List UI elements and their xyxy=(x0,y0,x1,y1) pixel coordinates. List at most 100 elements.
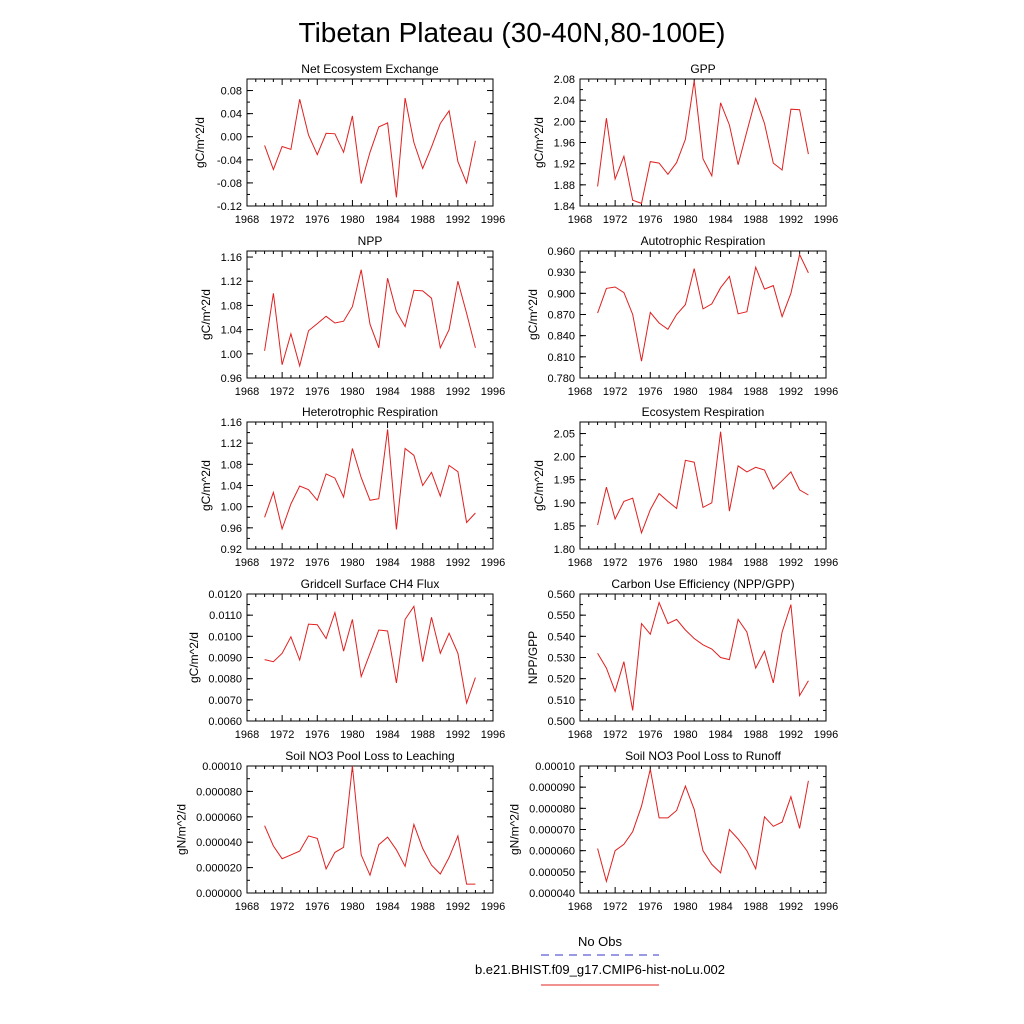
series-line-0 xyxy=(597,769,809,884)
y-tick-label: 0.000020 xyxy=(196,863,242,875)
y-tick-label: 0.530 xyxy=(547,653,575,665)
x-tick-label: 1988 xyxy=(743,214,767,226)
series-line-0 xyxy=(264,97,476,198)
x-tick-label: 1968 xyxy=(235,901,259,913)
y-tick-label: 0.0100 xyxy=(208,631,242,643)
panel-title: Autotrophic Respiration xyxy=(641,234,766,248)
x-tick-label: 1980 xyxy=(673,214,697,226)
chart-panel-4: Heterotrophic Respiration 1968 1972 1976 198… xyxy=(199,405,505,569)
y-tick-label: 1.92 xyxy=(554,159,575,171)
chart-panel-8: Soil NO3 Pool Loss to Leaching 1968 1972 19… xyxy=(174,749,505,913)
x-tick-label: 1996 xyxy=(481,214,505,226)
y-tick-label: 1.85 xyxy=(554,521,575,533)
x-tick-label: 1976 xyxy=(638,214,662,226)
x-tick-label: 1972 xyxy=(270,901,294,913)
y-tick-label: 0.0120 xyxy=(208,589,242,601)
x-tick-label: 1988 xyxy=(743,729,767,741)
y-tick-label: 0.930 xyxy=(547,267,575,279)
series-line-0 xyxy=(597,431,809,535)
x-tick-label: 1988 xyxy=(410,386,434,398)
x-tick-label: 1968 xyxy=(568,729,592,741)
x-tick-label: 1988 xyxy=(743,557,767,569)
chart-panel-3: Autotrophic Respiration 1968 1972 1976 1980 1… xyxy=(526,234,838,398)
x-tick-label: 1996 xyxy=(481,901,505,913)
y-tick-label: 0.0110 xyxy=(209,610,242,622)
y-axis-label: gN/m^2/d xyxy=(174,804,188,855)
x-tick-label: 1968 xyxy=(235,214,259,226)
x-tick-label: 1972 xyxy=(270,214,294,226)
y-tick-label: 2.00 xyxy=(554,452,575,464)
x-tick-label: 1988 xyxy=(743,386,767,398)
y-axis-label: gC/m^2/d xyxy=(199,289,213,340)
legend: No Obs b.e21.BHIST.f09_g17.CMIP6-hist-no… xyxy=(475,934,725,986)
chart-panel-7: Carbon Use Efficiency (NPP/GPP) 1968 1972 1… xyxy=(526,577,838,741)
panel-title: Soil NO3 Pool Loss to Leaching xyxy=(285,749,454,763)
y-axis-label: NPP/GPP xyxy=(526,631,540,684)
x-tick-label: 1976 xyxy=(638,386,662,398)
x-tick-label: 1972 xyxy=(270,557,294,569)
x-tick-label: 1984 xyxy=(708,729,732,741)
y-tick-label: 0.520 xyxy=(547,674,575,686)
x-tick-label: 1980 xyxy=(340,214,364,226)
y-tick-label: 0.0080 xyxy=(208,674,242,686)
x-tick-label: 1992 xyxy=(779,729,803,741)
plot-frame xyxy=(579,78,827,207)
y-tick-label: 0.810 xyxy=(547,352,575,364)
x-tick-label: 1968 xyxy=(235,557,259,569)
y-tick-label: 0.00010 xyxy=(535,761,575,773)
x-tick-label: 1992 xyxy=(779,557,803,569)
y-tick-label: 2.00 xyxy=(554,116,575,128)
x-tick-label: 1992 xyxy=(779,386,803,398)
y-tick-label: 0.000060 xyxy=(196,812,242,824)
y-tick-label: 0.960 xyxy=(547,246,575,258)
y-tick-label: 0.96 xyxy=(221,523,242,535)
y-tick-label: -0.08 xyxy=(217,178,242,190)
chart-panel-5: Ecosystem Respiration 1968 1972 1976 1980 198… xyxy=(532,405,838,569)
y-tick-label: 2.04 xyxy=(554,95,575,107)
x-tick-label: 1984 xyxy=(708,901,732,913)
y-tick-label: 1.16 xyxy=(221,417,242,429)
y-tick-label: 1.12 xyxy=(221,276,242,288)
x-tick-label: 1988 xyxy=(410,214,434,226)
x-tick-label: 1996 xyxy=(481,557,505,569)
y-tick-label: 1.16 xyxy=(221,252,242,264)
y-tick-label: 1.04 xyxy=(221,325,242,337)
x-tick-label: 1992 xyxy=(446,386,470,398)
x-tick-label: 1984 xyxy=(375,214,399,226)
x-tick-label: 1992 xyxy=(446,557,470,569)
x-tick-label: 1992 xyxy=(446,214,470,226)
y-tick-label: 0.900 xyxy=(547,288,575,300)
x-tick-label: 1968 xyxy=(568,386,592,398)
y-tick-label: 0.000080 xyxy=(196,786,242,798)
y-tick-label: -0.12 xyxy=(217,201,242,213)
y-tick-label: 0.92 xyxy=(221,544,242,556)
y-tick-label: 1.84 xyxy=(554,201,575,213)
x-tick-label: 1980 xyxy=(673,729,697,741)
series-line-0 xyxy=(264,429,476,531)
y-tick-label: 0.000040 xyxy=(529,888,575,900)
panels-grid: Net Ecosystem Exchange 1968 1972 1976 1980 19… xyxy=(174,62,838,913)
x-tick-label: 1984 xyxy=(375,729,399,741)
y-axis-label: gN/m^2/d xyxy=(507,804,521,855)
y-tick-label: 0.96 xyxy=(221,373,242,385)
x-tick-label: 1996 xyxy=(814,214,838,226)
y-tick-label: 0.0070 xyxy=(208,695,242,707)
x-tick-label: 1988 xyxy=(410,729,434,741)
chart-panel-1: GPP 1968 1972 1976 1980 1984 1988 1992 1996 1.84 1… xyxy=(532,62,838,226)
y-tick-label: 1.08 xyxy=(221,459,242,471)
panel-title: Net Ecosystem Exchange xyxy=(301,62,439,76)
y-tick-label: 1.96 xyxy=(554,138,575,150)
y-axis-label: gC/m^2/d xyxy=(532,460,546,511)
x-tick-label: 1980 xyxy=(673,557,697,569)
y-tick-label: 0.840 xyxy=(547,331,575,343)
y-tick-label: 1.90 xyxy=(554,498,575,510)
y-tick-label: 0.500 xyxy=(547,716,575,728)
x-tick-label: 1984 xyxy=(708,386,732,398)
legend-label-no-obs: No Obs xyxy=(578,934,623,949)
x-tick-label: 1996 xyxy=(814,386,838,398)
series-line-0 xyxy=(264,269,476,368)
y-tick-label: 1.08 xyxy=(221,300,242,312)
y-tick-label: 0.00010 xyxy=(202,761,242,773)
plot-frame xyxy=(579,765,827,894)
